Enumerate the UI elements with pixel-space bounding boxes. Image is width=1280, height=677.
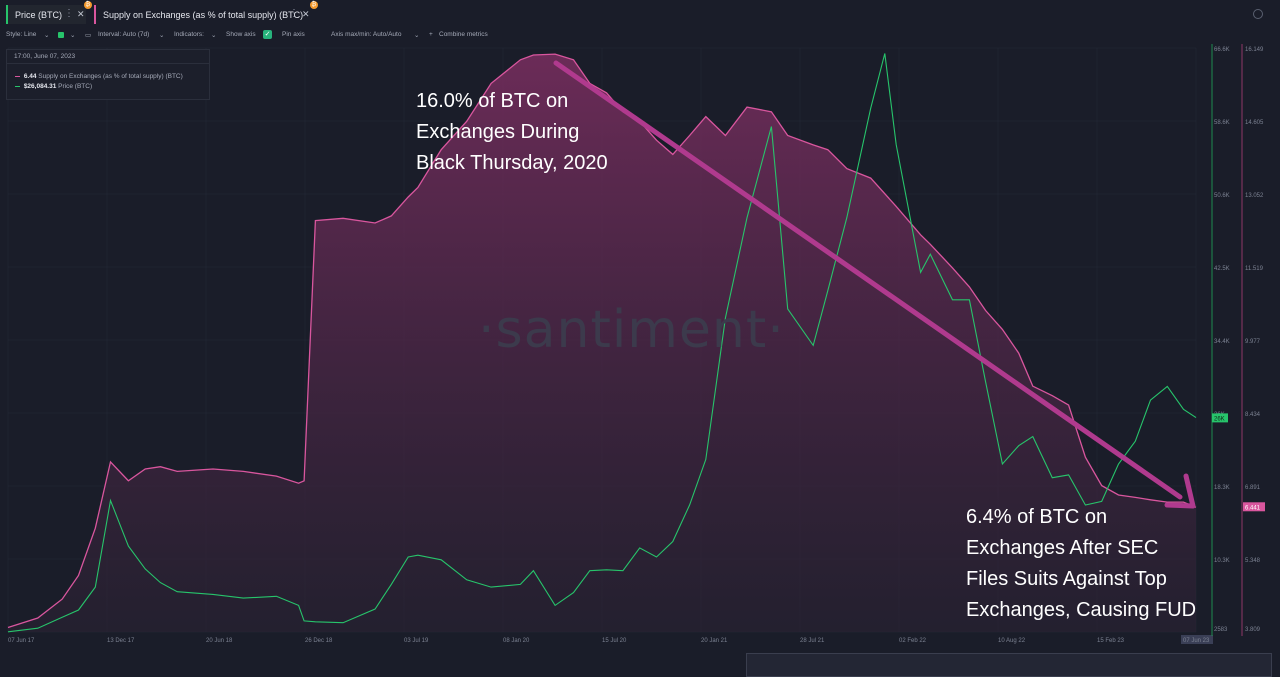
annotation-line: Exchanges After SEC: [966, 537, 1159, 559]
close-icon[interactable]: ✕: [77, 9, 85, 19]
supply-marker-icon: [15, 75, 20, 78]
interval-select[interactable]: Interval: Auto (7d): [98, 31, 150, 38]
pin-axis-toggle[interactable]: Pin axis: [282, 31, 305, 38]
tooltip-supply-value: 6.44: [23, 73, 37, 80]
x-tick-label: 26 Dec 18: [305, 638, 333, 644]
x-tick-label: 10 Aug 22: [998, 638, 1026, 644]
combine-metrics-button[interactable]: Combine metrics: [439, 31, 488, 38]
chart-toolbar: Style: Line ⌄ ⌄ ▭ Interval: Auto (7d) ⌄ …: [0, 29, 1280, 43]
close-icon[interactable]: ✕: [302, 9, 310, 19]
price-marker-icon: [15, 85, 20, 88]
price-axis-tick: 10.3K: [1214, 558, 1230, 564]
chevron-down-icon[interactable]: ⌄: [211, 32, 217, 39]
style-select[interactable]: Style: Line: [6, 31, 37, 38]
price-axis-tick: 58.6K: [1214, 120, 1230, 126]
supply-axis-tick: 11.519: [1245, 266, 1264, 272]
annotation-line: 16.0% of BTC on: [416, 90, 569, 112]
supply-axis-tick: 9.977: [1245, 339, 1261, 345]
x-tick-label: 13 Dec 17: [107, 638, 135, 644]
tooltip-row-price: $26,084.31 Price (BTC): [15, 83, 92, 90]
x-tick-label: 15 Jul 20: [602, 638, 627, 644]
range-navigator[interactable]: [746, 653, 1272, 677]
x-tick-label: 20 Jun 18: [206, 638, 233, 644]
plus-icon: +: [429, 31, 433, 38]
supply-axis-tick: 13.052: [1245, 193, 1264, 199]
x-tick-label: 07 Jun 23: [1183, 638, 1210, 644]
annotation-line: Exchanges During: [416, 121, 580, 143]
price-axis-tick: 66.6K: [1214, 47, 1230, 53]
annotation-sec-suits: 6.4% of BTC on Exchanges After SEC Files…: [966, 502, 1236, 626]
calendar-icon: ▭: [85, 32, 92, 39]
bitcoin-badge-icon: ₿: [310, 1, 318, 9]
bitcoin-badge-icon: ₿: [84, 1, 92, 9]
axis-minmax-select[interactable]: Axis max/min: Auto/Auto: [331, 31, 402, 38]
price-current-label: 26K: [1214, 416, 1225, 422]
price-axis-tick: 50.6K: [1214, 193, 1230, 199]
tab-price-btc[interactable]: Price (BTC) ⋮ ✕ ₿: [6, 1, 92, 24]
tooltip-supply-label: Supply on Exchanges (as % of total suppl…: [38, 73, 183, 80]
annotation-line: 6.4% of BTC on: [966, 506, 1108, 528]
x-tick-label: 15 Feb 23: [1097, 638, 1125, 644]
tab-supply-on-exchanges[interactable]: Supply on Exchanges (as % of total suppl…: [94, 1, 318, 24]
supply-current-label: 6.441: [1245, 505, 1261, 511]
annotation-line: Files Suits Against Top: [966, 568, 1167, 590]
metric-tab-bar: Price (BTC) ⋮ ✕ ₿ Supply on Exchanges (a…: [0, 0, 1280, 28]
chevron-down-icon[interactable]: ⌄: [159, 32, 165, 39]
more-options-icon[interactable]: ⋮: [289, 8, 299, 19]
x-tick-label: 03 Jul 19: [404, 638, 429, 644]
show-axis-label: Show axis: [226, 31, 256, 38]
x-tick-label: 20 Jan 21: [701, 638, 728, 644]
show-axis-checkbox[interactable]: ✓: [263, 30, 272, 39]
chevron-down-icon[interactable]: ⌄: [414, 32, 420, 39]
price-series-line: [7, 53, 1197, 633]
x-tick-label: 28 Jul 21: [800, 638, 825, 644]
chevron-down-icon[interactable]: ⌄: [70, 32, 76, 39]
supply-axis-tick: 5.348: [1245, 558, 1261, 564]
value-tooltip: 17:00, June 07, 2023 6.44 Supply on Exch…: [6, 49, 210, 100]
tooltip-price-label: Price (BTC): [58, 83, 93, 90]
price-axis-tick: 18.3K: [1214, 485, 1230, 491]
supply-axis-tick: 8.434: [1245, 412, 1261, 418]
indicators-select[interactable]: Indicators:: [174, 31, 204, 38]
x-tick-label: 08 Jan 20: [503, 638, 530, 644]
tooltip-date: 17:00, June 07, 2023: [7, 50, 209, 64]
tab-label: Supply on Exchanges (as % of total suppl…: [103, 9, 304, 20]
tab-label: Price (BTC): [15, 9, 62, 20]
annotation-line: Exchanges, Causing FUD: [966, 599, 1197, 621]
supply-axis-tick: 14.605: [1245, 120, 1264, 126]
annotation-black-thursday: 16.0% of BTC on Exchanges During Black T…: [416, 86, 676, 179]
price-current-marker: [1212, 413, 1228, 423]
tooltip-row-supply: 6.44 Supply on Exchanges (as % of total …: [15, 73, 183, 80]
color-swatch[interactable]: [58, 32, 64, 38]
price-axis-tick: 34.4K: [1214, 339, 1230, 345]
supply-current-marker: [1243, 502, 1265, 512]
annotation-line: Black Thursday, 2020: [416, 152, 608, 174]
chevron-down-icon[interactable]: ⌄: [44, 32, 50, 39]
santiment-watermark: ·santiment·: [478, 300, 785, 360]
x-tick-highlight: [1181, 635, 1213, 644]
trend-arrow: [553, 60, 1196, 509]
x-tick-label: 07 Jun 17: [8, 638, 35, 644]
supply-area-fill: [8, 54, 1196, 633]
supply-axis-tick: 16.149: [1245, 47, 1264, 53]
supply-axis-tick: 3.809: [1245, 627, 1261, 633]
settings-icon[interactable]: [1253, 9, 1263, 19]
price-axis-tick: 42.5K: [1214, 266, 1230, 272]
price-axis-tick: 2583: [1214, 627, 1228, 633]
supply-axis-tick: 6.891: [1245, 485, 1261, 491]
tooltip-price-value: $26,084.31: [23, 83, 57, 90]
more-options-icon[interactable]: ⋮: [64, 8, 74, 19]
x-tick-label: 02 Feb 22: [899, 638, 927, 644]
